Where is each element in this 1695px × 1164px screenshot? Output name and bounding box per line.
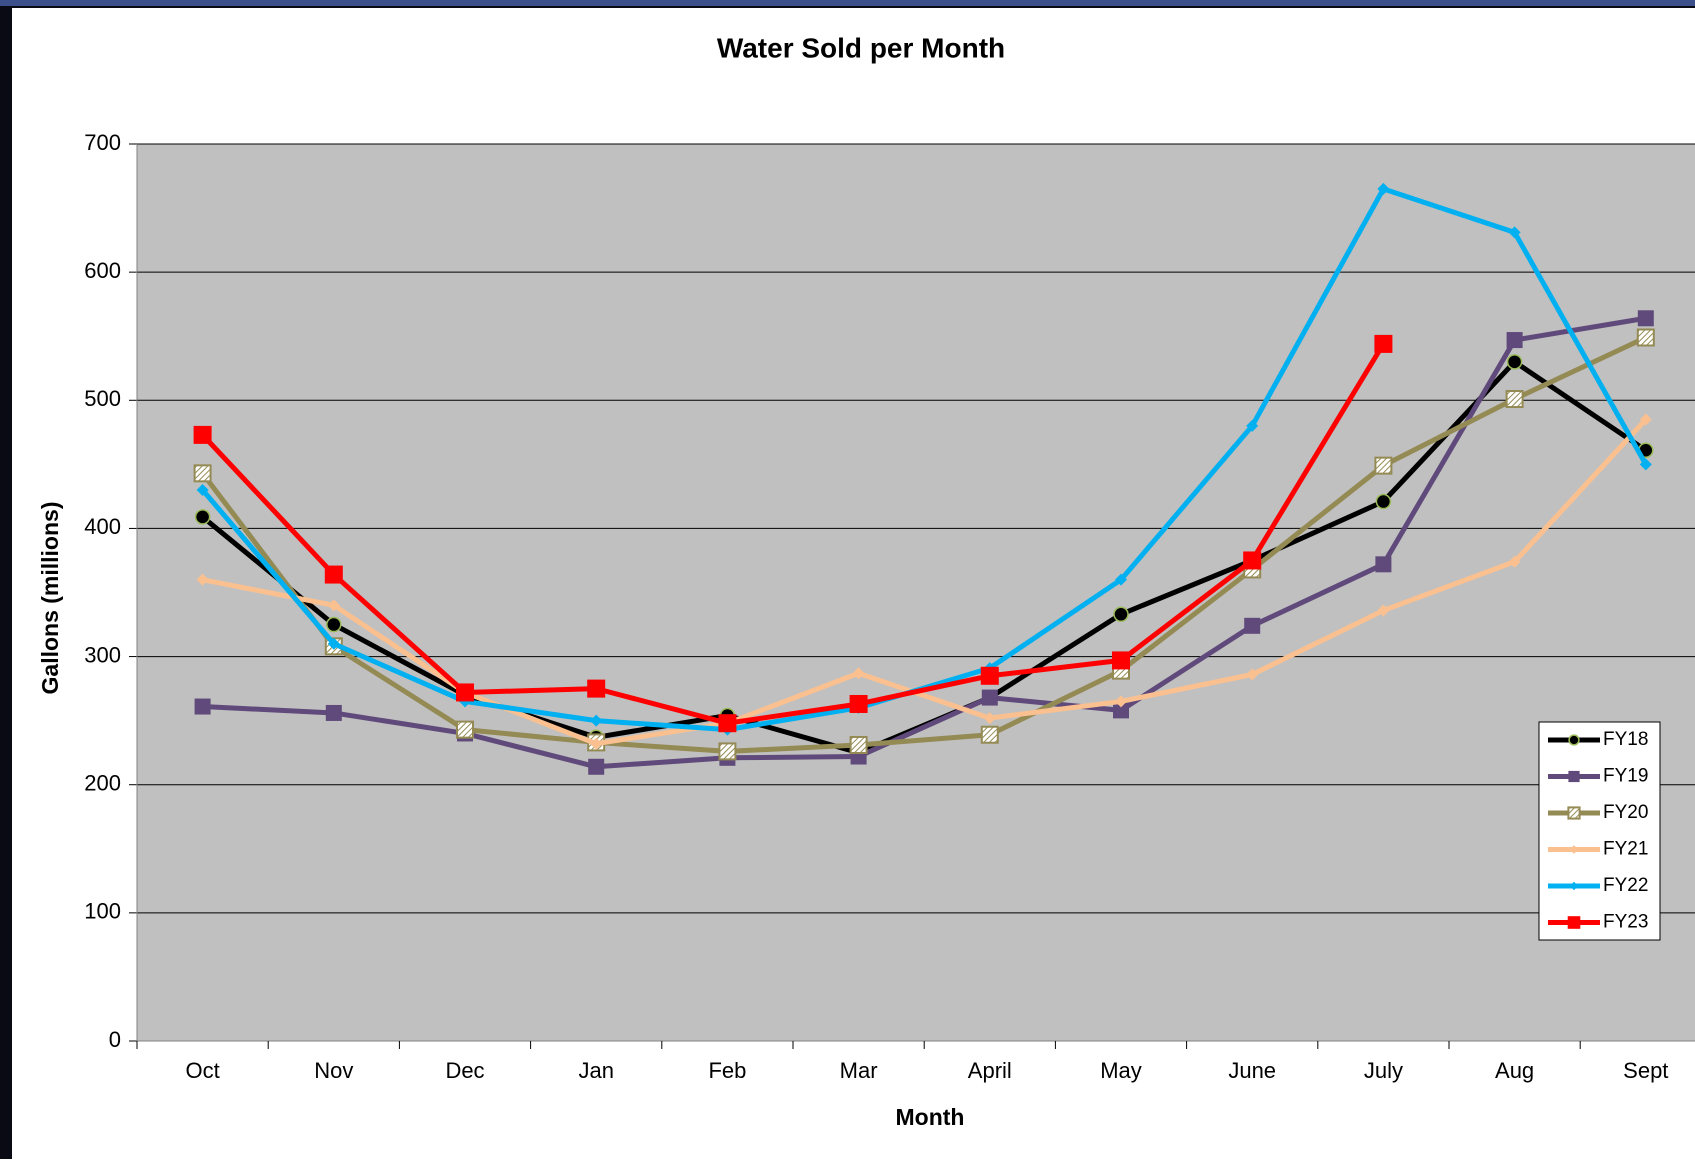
marker [718,714,737,733]
series-line [202,315,1647,770]
x-tick-label: April [968,1058,1012,1083]
marker [852,667,865,680]
marker [1113,702,1129,719]
marker [1112,651,1130,670]
marker [1506,354,1523,370]
x-tick-label: Sept [1623,1058,1668,1083]
plot-area [136,143,1695,1042]
x-tick-label: Nov [314,1058,353,1083]
marker [194,509,211,525]
marker [1639,458,1652,471]
marker [456,720,474,739]
x-tick-label: Feb [708,1058,746,1083]
marker [193,425,212,444]
marker [1377,604,1390,617]
legend [1538,721,1661,941]
y-tick-label: 200 [84,771,121,796]
marker [1567,916,1581,929]
marker [1506,332,1523,349]
marker [324,565,343,584]
marker [588,758,605,775]
legend-label: FY18 [1603,729,1648,750]
marker [1243,551,1262,570]
marker [1246,668,1259,681]
chart-title: Water Sold per Month [717,32,1005,63]
x-tick-label: Jan [578,1058,613,1083]
marker [1244,617,1261,634]
marker [1636,328,1655,347]
marker [1639,413,1652,426]
marker [1508,226,1521,239]
window-bar [0,0,1695,6]
marker [590,714,603,727]
legend-label: FY23 [1603,912,1648,933]
marker [590,737,603,750]
marker [1568,734,1580,746]
marker [327,637,340,650]
marker [1375,556,1392,573]
x-tick-label: May [1100,1058,1142,1083]
marker [1113,606,1129,623]
marker [1374,456,1393,475]
marker [849,735,868,754]
x-axis-label: Month [896,1104,965,1130]
marker [718,742,737,761]
marker [980,725,999,744]
marker [196,483,209,496]
marker [587,679,606,698]
legend-label: FY20 [1603,802,1648,823]
marker [983,712,996,725]
marker [1375,493,1392,510]
y-axis-label: Gallons (millions) [37,502,63,695]
x-tick-label: June [1228,1058,1276,1083]
y-tick-label: 700 [84,130,121,155]
marker [1508,555,1521,568]
x-tick-label: Mar [840,1058,878,1083]
marker [327,599,340,612]
y-tick-label: 400 [84,514,121,539]
marker [326,616,342,633]
marker [194,698,211,715]
x-tick-label: Oct [185,1058,219,1083]
marker [1377,182,1390,195]
x-tick-label: Dec [445,1058,484,1083]
marker [1637,310,1654,327]
marker [456,683,474,702]
marker [196,573,209,586]
series-line [202,417,1648,747]
marker [325,704,342,721]
y-tick-label: 100 [84,899,121,924]
series-line [200,335,1647,754]
legend-label: FY22 [1603,875,1648,896]
marker [1569,881,1579,891]
marker [1115,573,1127,586]
marker [1505,390,1524,409]
y-tick-label: 0 [109,1027,121,1052]
marker [1374,334,1393,353]
legend-label: FY21 [1603,839,1648,860]
x-tick-label: Aug [1495,1058,1534,1083]
marker [981,689,998,706]
marker [193,464,212,483]
marker [980,666,999,685]
x-tick-label: July [1364,1058,1403,1083]
y-tick-label: 500 [84,386,121,411]
marker [1569,845,1579,854]
series-line [200,342,1386,726]
marker [1115,695,1127,708]
marker [849,694,868,713]
legend-label: FY19 [1603,766,1648,787]
y-tick-label: 300 [84,642,121,667]
marker [1568,770,1580,783]
marker [1246,419,1259,432]
y-tick-label: 600 [84,258,121,283]
marker [1567,806,1581,820]
